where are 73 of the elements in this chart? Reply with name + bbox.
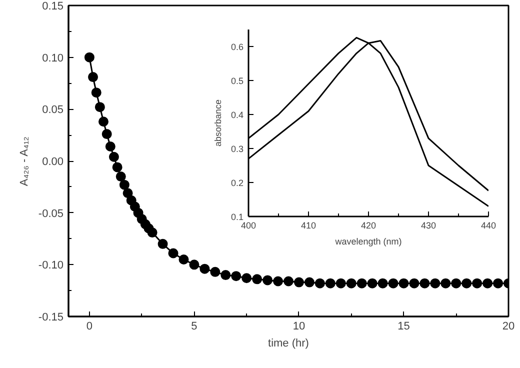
- x-tick-label: 15: [398, 320, 410, 332]
- y-tick-label: -0.05: [38, 208, 64, 220]
- point: [336, 278, 346, 288]
- point: [112, 162, 122, 172]
- y-tick-label: -0.15: [38, 312, 64, 324]
- x-axis-title: time (hr): [268, 338, 309, 350]
- point: [430, 278, 440, 288]
- x-tick-label: 420: [360, 220, 376, 230]
- y-tick-label: 0.10: [42, 52, 64, 64]
- y-tick-label: 0.5: [230, 76, 244, 86]
- point: [94, 102, 105, 112]
- point: [482, 278, 493, 288]
- point: [119, 180, 130, 190]
- point: [178, 254, 189, 264]
- y-tick-label: 0.3: [230, 144, 244, 154]
- x-tick-label: 440: [480, 220, 496, 230]
- x-tick-label: 400: [240, 220, 256, 230]
- point: [388, 278, 398, 288]
- y-tick-label: -0.10: [38, 260, 64, 272]
- point: [98, 116, 108, 127]
- point: [440, 278, 451, 288]
- point: [462, 278, 472, 288]
- point: [147, 228, 158, 238]
- point: [158, 238, 168, 249]
- x-tick-label: 410: [300, 220, 316, 230]
- point: [367, 278, 378, 288]
- x-tick-label: 10: [292, 320, 306, 332]
- point: [284, 276, 294, 286]
- point: [304, 277, 314, 288]
- point: [314, 278, 325, 288]
- point: [88, 72, 98, 82]
- point: [420, 278, 430, 288]
- point: [346, 278, 356, 288]
- point: [493, 278, 504, 288]
- point: [220, 270, 231, 280]
- point: [91, 88, 102, 98]
- x-tick-label: 5: [191, 320, 198, 332]
- point: [231, 271, 242, 282]
- y-tick-label: 0.2: [230, 178, 244, 188]
- point: [168, 248, 178, 258]
- point: [189, 260, 200, 270]
- x-tick-label: 20: [502, 320, 515, 332]
- point: [84, 52, 94, 62]
- point: [273, 276, 284, 286]
- point: [294, 277, 304, 288]
- y-tick-label: 0.00: [42, 156, 64, 168]
- point: [398, 278, 409, 288]
- y-tick-label: 0.1: [230, 212, 244, 222]
- point: [262, 275, 273, 286]
- x-tick-label: 430: [420, 220, 436, 230]
- point: [210, 266, 220, 277]
- x-axis-title: wavelength (nm): [334, 236, 402, 246]
- x-tick-label: 0: [86, 320, 93, 332]
- y-tick-label: 0.4: [230, 110, 244, 120]
- point: [252, 274, 262, 284]
- point: [122, 188, 133, 198]
- y-tick-label: 0.15: [42, 0, 64, 12]
- point: [108, 152, 119, 162]
- point: [378, 278, 388, 288]
- point: [409, 278, 420, 288]
- point: [325, 278, 336, 288]
- y-tick-label: 0.6: [230, 42, 244, 52]
- point: [116, 172, 126, 182]
- y-axis-title: absorbance: [212, 99, 223, 147]
- point: [105, 141, 116, 152]
- point: [200, 264, 210, 274]
- y-axis-title: A₄₂₆ - A₄₁₂: [18, 136, 30, 186]
- point: [356, 278, 367, 288]
- y-tick-label: 0.05: [42, 104, 64, 116]
- point: [451, 278, 462, 288]
- point: [102, 129, 112, 140]
- point: [472, 278, 482, 288]
- point: [242, 273, 252, 284]
